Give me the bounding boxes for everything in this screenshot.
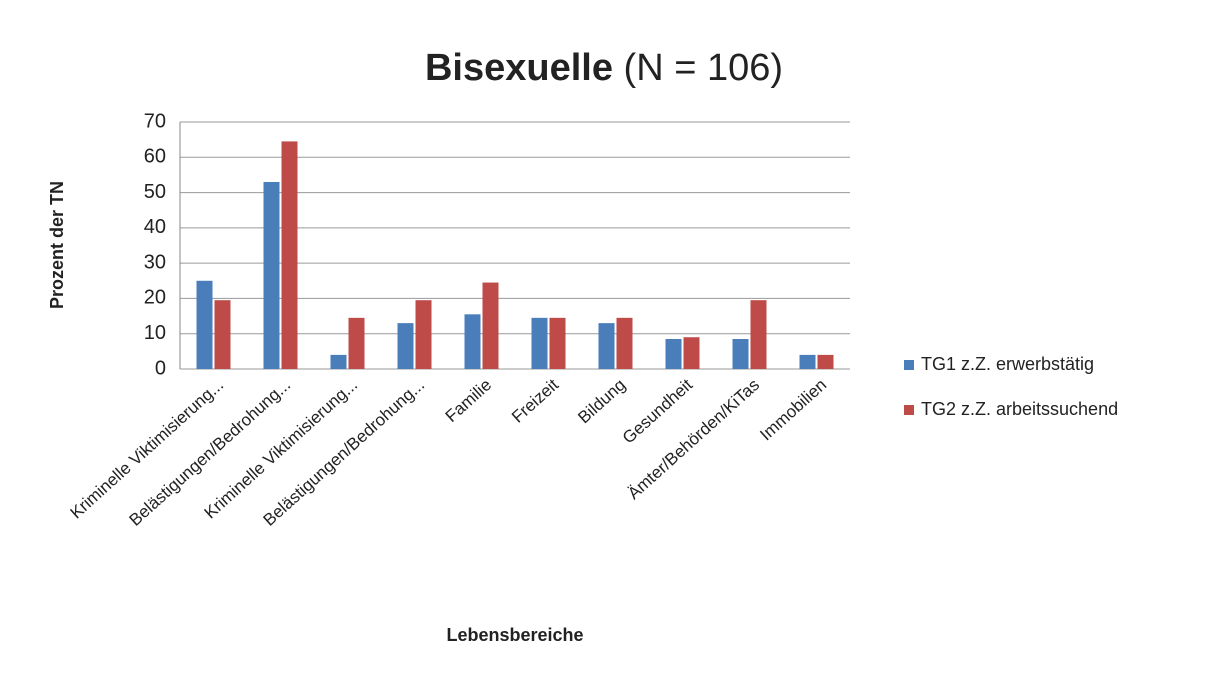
bar (214, 300, 231, 369)
legend-label: TG1 z.Z. erwerbstätig (921, 354, 1094, 374)
bar (482, 282, 499, 369)
bar (817, 354, 834, 369)
y-tick-label: 70 (144, 110, 166, 132)
bar (799, 354, 816, 369)
x-tick-label: Ämter/Behörden/KiTas (624, 375, 763, 503)
bar (750, 300, 767, 369)
bar (683, 337, 700, 369)
bar (464, 314, 481, 369)
legend-swatch (904, 405, 914, 415)
y-tick-label: 60 (144, 146, 166, 168)
y-tick-label: 30 (144, 251, 166, 273)
y-tick-label: 20 (144, 287, 166, 309)
bar (281, 141, 298, 369)
legend-label: TG2 z.Z. arbeitssuchend (921, 399, 1118, 419)
bar (732, 339, 749, 369)
title-main: Bisexuelle (425, 47, 613, 89)
y-tick-label: 40 (144, 216, 166, 238)
y-tick-label: 10 (144, 322, 166, 344)
x-tick-label: Familie (442, 375, 495, 426)
bar (549, 317, 566, 369)
bar (616, 317, 633, 369)
bar (263, 181, 280, 369)
x-tick-label: Immobilien (756, 375, 830, 444)
chart-title: Bisexuelle (N = 106) (425, 47, 783, 89)
bar (531, 317, 548, 369)
bar (348, 317, 365, 369)
bar (397, 323, 414, 369)
bar (330, 354, 347, 369)
x-tick-label: Bildung (574, 375, 629, 427)
title-note: (N = 106) (624, 47, 783, 89)
x-axis-label: Lebensbereiche (446, 625, 583, 645)
bar (415, 300, 432, 369)
legend-swatch (904, 360, 914, 370)
bar (598, 323, 615, 369)
bar (665, 339, 682, 369)
x-tick-label: Freizeit (508, 375, 562, 427)
y-tick-label: 0 (155, 357, 166, 379)
y-tick-label: 50 (144, 181, 166, 203)
bar (196, 280, 213, 369)
y-axis-label: Prozent der TN (47, 181, 67, 309)
